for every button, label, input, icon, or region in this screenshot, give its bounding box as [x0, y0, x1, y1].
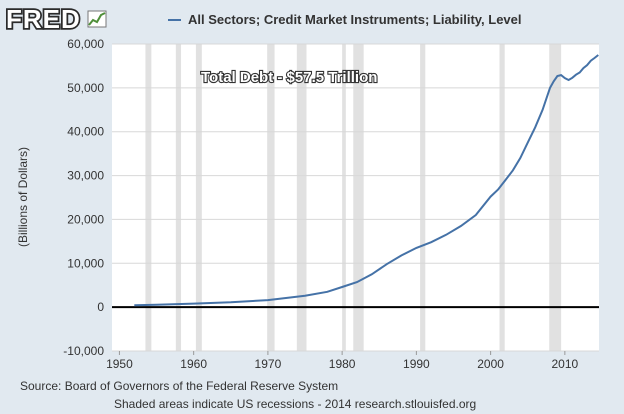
recession-note: Shaded areas indicate US recessions - 20…	[114, 397, 477, 411]
recession-band-7	[420, 44, 426, 351]
recession-band-4	[296, 44, 307, 351]
total-debt-annotation: Total Debt - $57.5 Trillion	[201, 69, 377, 86]
y-tick-label-4: 30,000	[67, 169, 104, 183]
recession-band-0	[145, 44, 152, 351]
recession-band-5	[342, 44, 346, 351]
x-axis-ticks: 1950 1960 1970 1980 1990 2000 2010	[106, 351, 579, 371]
y-axis-title: (Billions of Dollars)	[16, 147, 30, 247]
y-tick-label-6: 50,000	[67, 81, 104, 95]
recession-band-9	[549, 44, 562, 351]
y-tick-label-0: -10,000	[63, 344, 104, 358]
fred-logo-text: FRED	[6, 4, 81, 34]
x-tick-label-1: 1960	[180, 357, 207, 371]
recession-bands	[145, 44, 562, 351]
source-text: Source: Board of Governors of the Federa…	[20, 379, 339, 393]
gridlines	[112, 43, 599, 352]
fred-logo[interactable]: FRED	[4, 2, 107, 36]
x-tick-label-6: 2010	[551, 357, 578, 371]
y-axis-ticks: -10,000 0 10,000 20,000 30,000 40,000 50,000 60…	[63, 37, 104, 358]
line-chart-icon	[87, 10, 107, 28]
y-tick-label-1: 0	[97, 300, 104, 314]
recession-band-3	[267, 44, 275, 351]
y-tick-label-2: 10,000	[67, 256, 104, 270]
legend[interactable]: All Sectors; Credit Market Instruments; …	[168, 12, 522, 27]
recession-band-8	[499, 44, 505, 351]
x-tick-label-5: 2000	[477, 357, 504, 371]
x-tick-label-3: 1980	[329, 357, 356, 371]
x-tick-label-0: 1950	[106, 357, 133, 371]
x-tick-label-2: 1970	[255, 357, 282, 371]
y-tick-label-7: 60,000	[67, 37, 104, 51]
x-tick-label-4: 1990	[403, 357, 430, 371]
recession-band-1	[175, 44, 182, 351]
recession-band-2	[195, 44, 202, 351]
legend-label: All Sectors; Credit Market Instruments; …	[188, 12, 522, 27]
series-lines	[134, 54, 599, 307]
series-line-0	[134, 54, 599, 307]
recession-band-6	[353, 44, 364, 351]
y-tick-label-3: 20,000	[67, 212, 104, 226]
y-tick-label-5: 40,000	[67, 125, 104, 139]
